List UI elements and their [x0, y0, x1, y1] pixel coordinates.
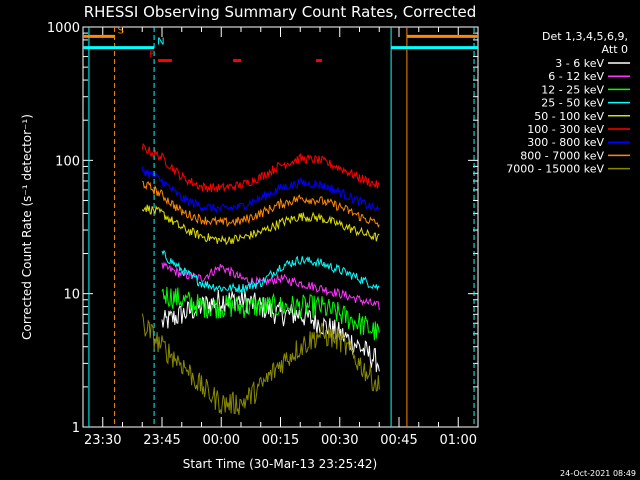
flag-label-s: S [118, 25, 124, 36]
footer-timestamp: 24-Oct-2021 08:49 [560, 469, 636, 478]
legend-label-25-50-kev: 25 - 50 keV [541, 97, 604, 110]
series-line-50-100-kev [141, 204, 380, 246]
x-tick-label-00-30: 00:30 [321, 433, 358, 448]
series-line-12-25-kev [161, 286, 380, 341]
flag-label-n: N [157, 37, 164, 48]
legend-title-line-1: Att 0 [602, 43, 628, 56]
legend-label-7000-15000-kev: 7000 - 15000 keV [506, 163, 604, 176]
chart-title: RHESSI Observing Summary Count Rates, Co… [84, 3, 477, 21]
y-tick-label-1000: 1000 [47, 21, 80, 36]
x-tick-label-00-45: 00:45 [380, 433, 417, 448]
plot-area: 1 10 100 1000 23:30 23:45 00:00 00:15 00:30 00:45… [47, 21, 479, 448]
legend-label-100-300-kev: 100 - 300 keV [527, 123, 604, 136]
x-tick-label-01-00: 01:00 [440, 433, 477, 448]
legend-label-12-25-kev: 12 - 25 keV [541, 83, 604, 96]
y-tick-label-10: 10 [63, 288, 80, 303]
flag-label-f: F [149, 50, 155, 61]
series-line-7000-15000-kev [141, 313, 380, 415]
legend-label-50-100-kev: 50 - 100 keV [534, 110, 604, 123]
series-line-100-300-kev [141, 142, 380, 193]
y-axis-label: Corrected Count Rate (s⁻¹ detector⁻¹) [20, 114, 34, 340]
legend-label-300-800-kev: 300 - 800 keV [527, 136, 604, 149]
x-tick-label-00-15: 00:15 [262, 433, 299, 448]
y-tick-label-1: 1 [72, 421, 80, 436]
series-line-6-12-kev [161, 261, 380, 311]
legend-label-6-12-kev: 6 - 12 keV [548, 70, 604, 83]
x-tick-label-23-30: 23:30 [84, 433, 121, 448]
y-tick-label-100: 100 [55, 154, 80, 169]
x-tick-label-23-45: 23:45 [143, 433, 180, 448]
legend-label-3-6-kev: 3 - 6 keV [555, 57, 604, 70]
series-line-25-50-kev [161, 249, 380, 294]
x-axis-label: Start Time (30-Mar-13 23:25:42) [183, 457, 377, 471]
x-tick-label-00-00: 00:00 [203, 433, 240, 448]
series-line-800-7000-kev [142, 180, 380, 228]
series-line-300-800-kev [141, 166, 380, 213]
legend-title-line-0: Det 1,3,4,5,6,9, [542, 30, 628, 43]
legend-label-800-7000-kev: 800 - 7000 keV [520, 149, 604, 162]
